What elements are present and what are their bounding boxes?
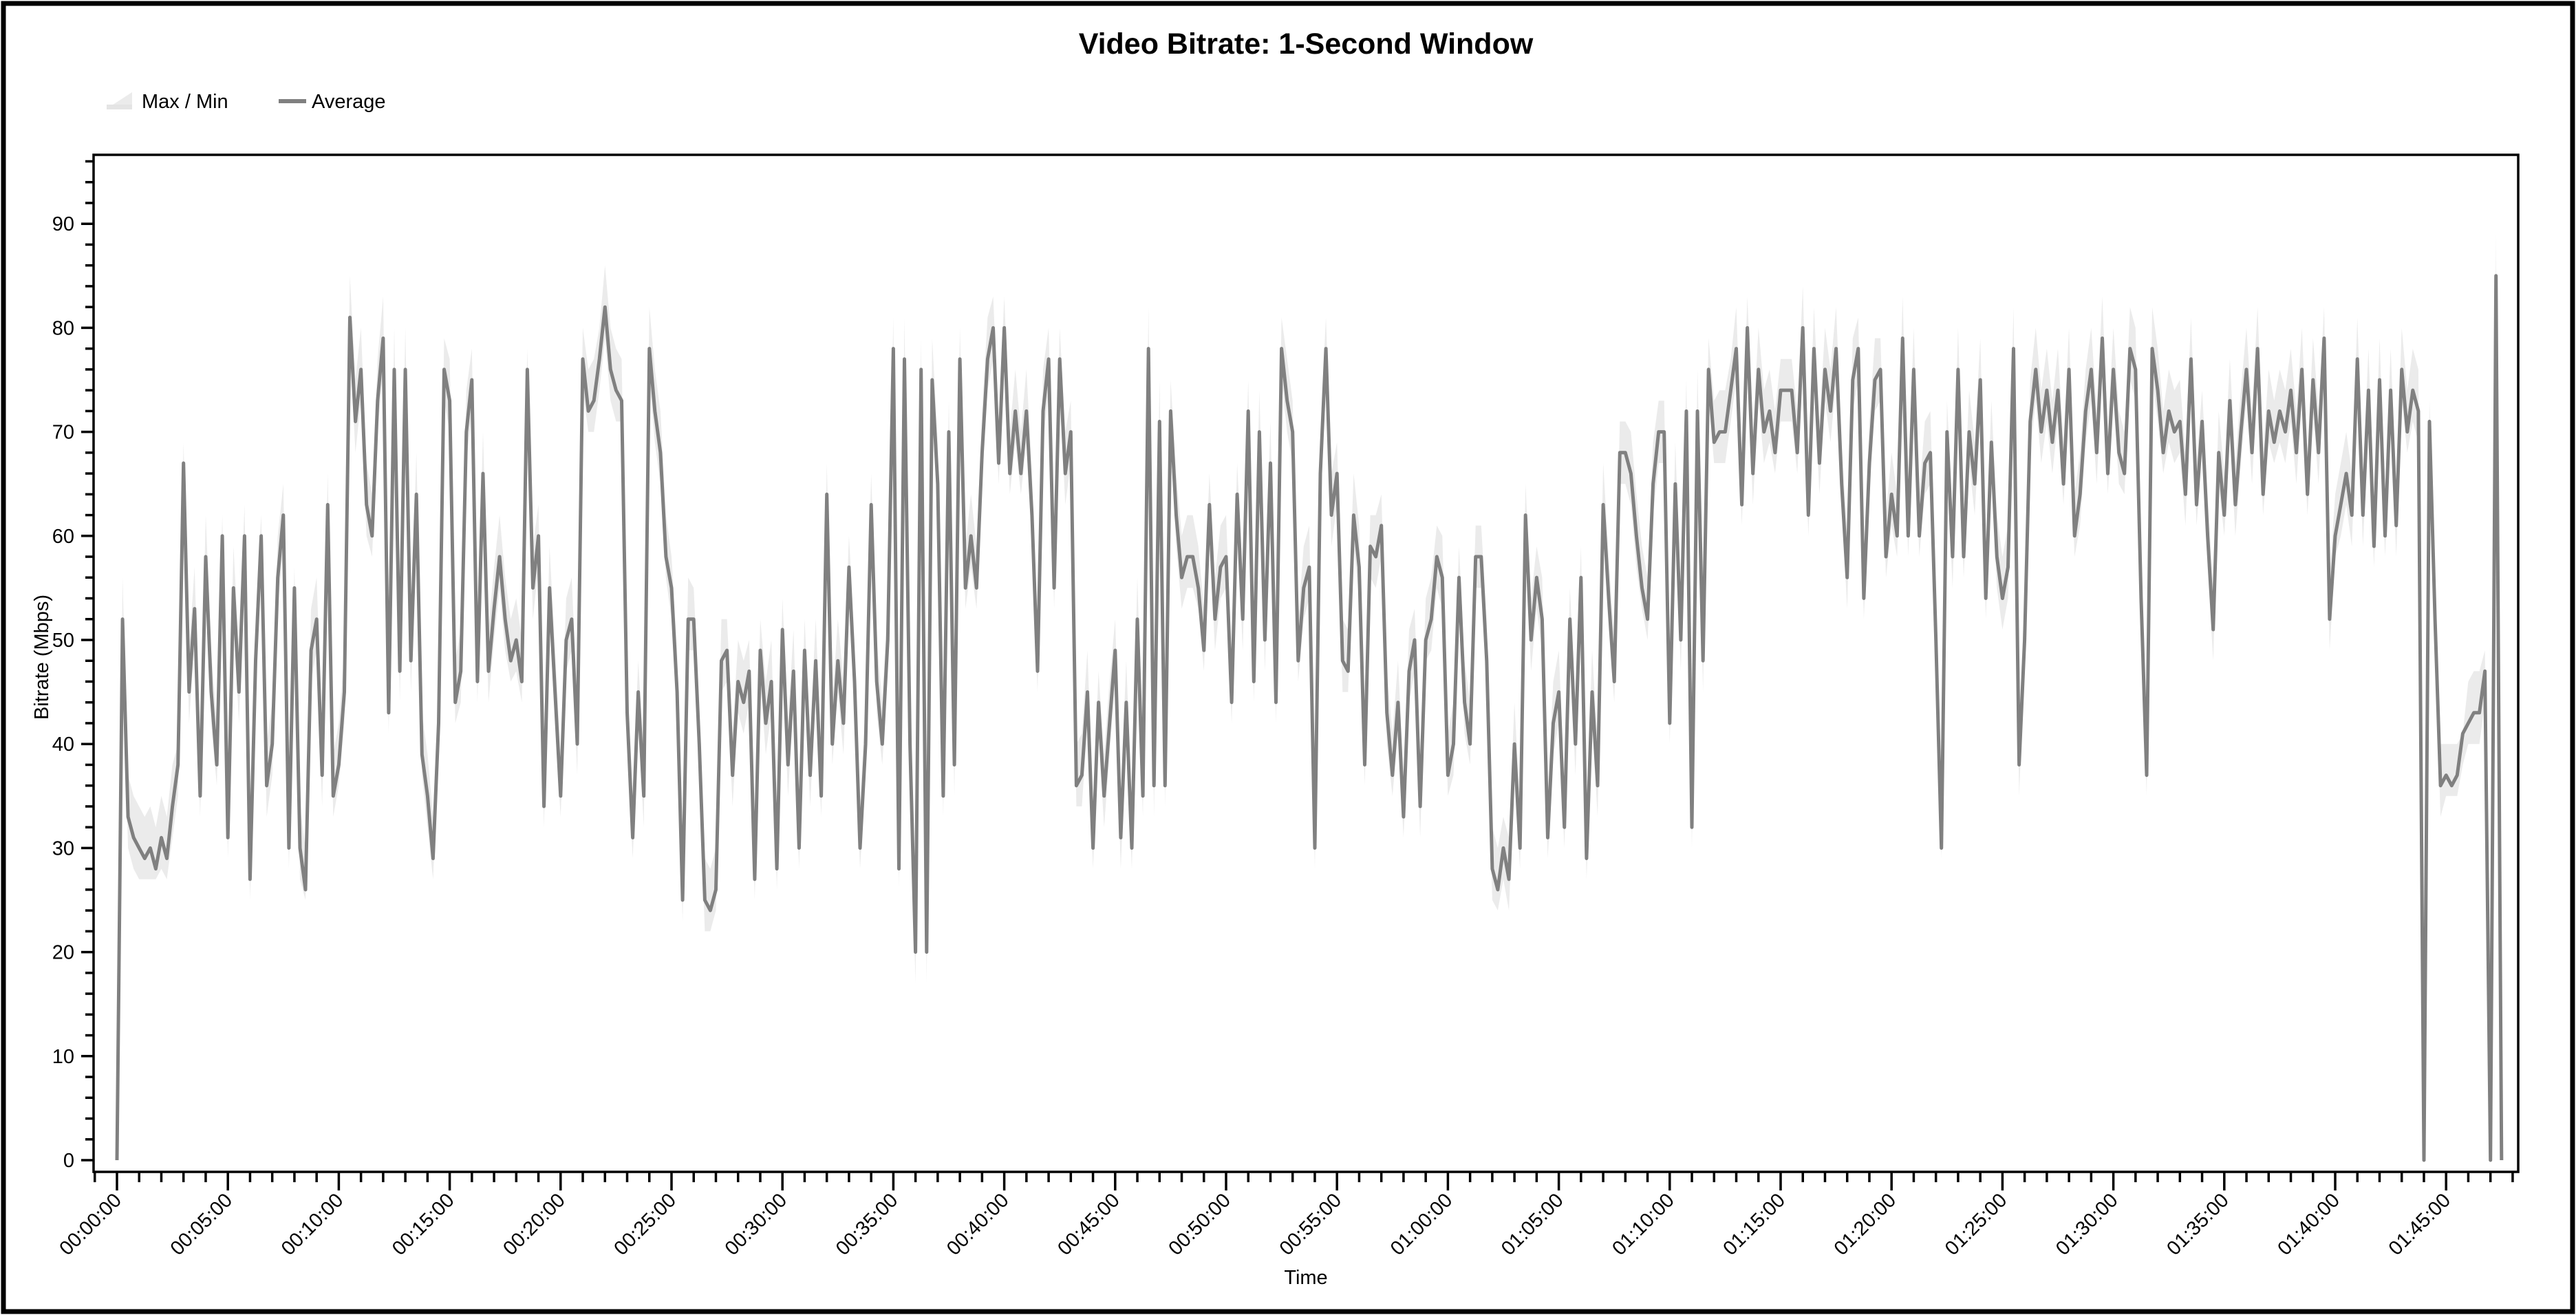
- chart-title: Video Bitrate: 1-Second Window: [1079, 28, 1534, 61]
- y-tick-label: 90: [52, 213, 74, 235]
- plot-area: [92, 153, 2520, 1173]
- legend-item-average[interactable]: Average: [279, 91, 386, 113]
- y-tick-label: 0: [63, 1150, 74, 1172]
- y-tick-label: 60: [52, 526, 74, 548]
- legend-label-average: Average: [312, 91, 386, 113]
- y-tick-label: 70: [52, 422, 74, 444]
- average-line: [115, 274, 2504, 1162]
- plot-background: [94, 155, 2518, 1172]
- y-tick-label: 10: [52, 1046, 74, 1068]
- x-axis-label: Time: [1284, 1267, 1327, 1289]
- y-tick-label: 20: [52, 942, 74, 964]
- y-tick-label: 80: [52, 317, 74, 339]
- legend-label-max-min: Max / Min: [142, 91, 228, 113]
- y-tick-label: 30: [52, 837, 74, 859]
- area-swatch-base: [107, 105, 132, 109]
- legend-item-max-min[interactable]: Max / Min: [107, 91, 228, 113]
- y-axis: 0 10 20 30 40 50 60 70 80 90: [52, 160, 94, 1172]
- legend: Max / Min Average: [107, 91, 386, 113]
- plot-frame: [92, 153, 2520, 1173]
- y-axis-label: Bitrate (Mbps): [31, 595, 53, 720]
- y-tick-label: 50: [52, 630, 74, 652]
- y-tick-label: 40: [52, 734, 74, 756]
